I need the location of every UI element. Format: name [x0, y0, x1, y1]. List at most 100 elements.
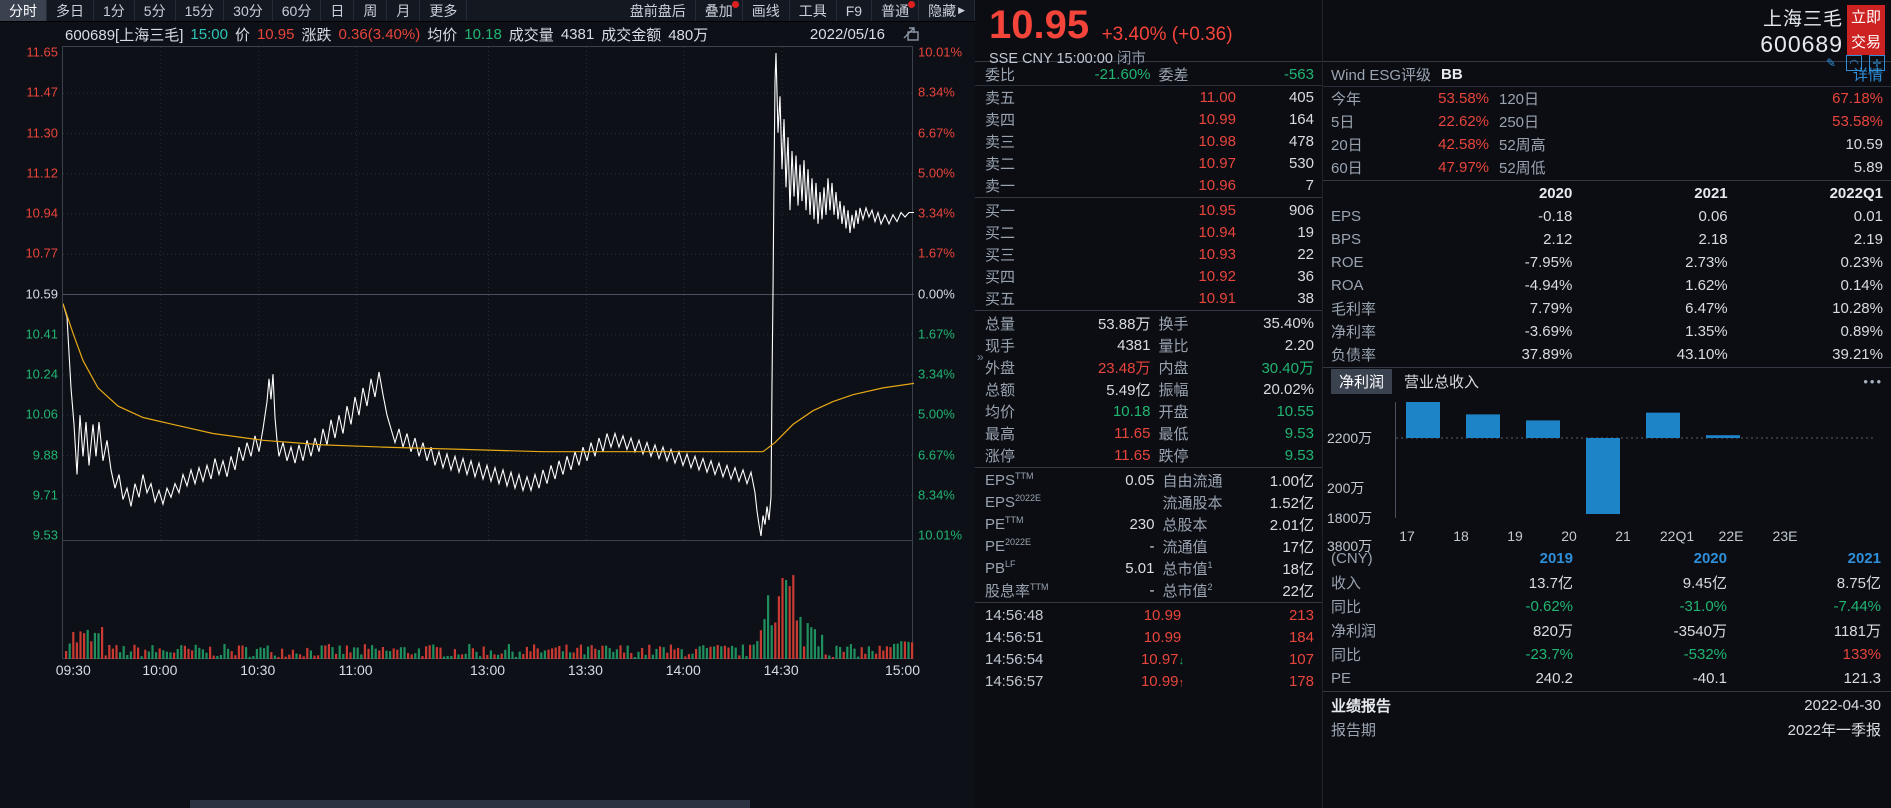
- ask-row[interactable]: 卖二 10.97 530: [975, 152, 1322, 174]
- intraday-volume-chart[interactable]: 3.31万3.31万2.21万2.21万1.10万1.10万: [0, 541, 975, 659]
- ask-row[interactable]: 卖五 11.00 405: [975, 86, 1322, 108]
- toolbar-item-label: 普通: [881, 2, 910, 19]
- toolbar-item-1分[interactable]: 1分: [94, 0, 135, 21]
- fin-row-value: -3.69%: [1524, 323, 1573, 340]
- bid-row[interactable]: 买五 10.91 38: [975, 287, 1322, 309]
- ask-row[interactable]: 卖四 10.99 164: [975, 108, 1322, 130]
- stat-label-1: 总额: [985, 381, 1016, 399]
- valuation-label-1: EPSTTM: [985, 471, 1071, 489]
- toolbar-item-日[interactable]: 日: [321, 0, 355, 21]
- income-row: 同比 -0.62% -31.0% -7.44%: [1323, 594, 1891, 618]
- stat-row: 涨停 11.65 跌停 9.53: [975, 444, 1322, 466]
- esg-period-label-1: 60日: [1331, 160, 1363, 177]
- volume-plot-area[interactable]: [62, 541, 914, 659]
- price-plot-area[interactable]: [62, 46, 915, 542]
- toolbar-item-叠加[interactable]: 叠加: [696, 0, 743, 21]
- fin-row-value: -7.95%: [1524, 254, 1573, 271]
- toolbar-item-F9[interactable]: F9: [837, 0, 873, 21]
- horizontal-scrollbar[interactable]: [190, 800, 750, 808]
- tick-row[interactable]: 14:56:51 10.99 184: [975, 626, 1322, 648]
- ask-row[interactable]: 卖三 10.98 478: [975, 130, 1322, 152]
- toolbar-item-多日[interactable]: 多日: [47, 0, 94, 21]
- valuation-label-1: PE2022E: [985, 537, 1071, 555]
- stat-value-2: 20.02%: [1263, 380, 1314, 398]
- tick-row[interactable]: 14:56:54 10.97↓ 107: [975, 648, 1322, 670]
- report-period-label: 报告期: [1331, 721, 1377, 739]
- toolbar-item-5分[interactable]: 5分: [135, 0, 176, 21]
- toolbar-item-周[interactable]: 周: [354, 0, 388, 21]
- report-period-value: 2022年一季报: [1787, 721, 1881, 739]
- financial-ratios-table: 2020 2021 2022Q1 EPS -0.18 0.06 0.01 BPS 2.12 2.1…: [1323, 182, 1891, 366]
- time-axis-label: 14:00: [665, 662, 701, 678]
- quote-volume-label: 成交量: [508, 26, 554, 44]
- order-ratio-label: 委比: [985, 66, 1016, 84]
- time-axis-label: 09:30: [55, 662, 91, 678]
- stock-name: 上海三毛: [1762, 9, 1843, 30]
- toolbar-item-更多[interactable]: 更多: [420, 0, 468, 21]
- toolbar-item-分时[interactable]: 分时: [0, 0, 47, 21]
- toolbar-item-工具[interactable]: 工具: [790, 0, 837, 21]
- more-options-icon[interactable]: •••: [1863, 374, 1883, 389]
- bid-row[interactable]: 买二 10.94 19: [975, 221, 1322, 243]
- collapse-chevron-icon[interactable]: »: [977, 350, 984, 364]
- toolbar-item-隐藏[interactable]: 隐藏 ▶: [919, 0, 975, 21]
- tick-row[interactable]: 14:56:57 10.99↑ 178: [975, 670, 1322, 692]
- stat-label-2: 量比: [1158, 337, 1189, 355]
- tick-row[interactable]: 14:56:48 10.99 213: [975, 604, 1322, 626]
- mini-chart-x-label: 20: [1561, 528, 1577, 544]
- esg-detail-link[interactable]: 详情: [1852, 67, 1883, 84]
- toolbar-item-月[interactable]: 月: [387, 0, 421, 21]
- level-label: 买二: [985, 224, 1016, 242]
- esg-period-row: 5日 22.62% 250日 53.58%: [1323, 110, 1891, 133]
- edit-pencil-icon[interactable]: ✎: [1825, 56, 1837, 70]
- fin-row-value: 39.21%: [1832, 346, 1883, 363]
- income-row-value: 820万: [1532, 622, 1573, 640]
- bid-row[interactable]: 买四 10.92 36: [975, 265, 1322, 287]
- toolbar-item-30分[interactable]: 30分: [224, 0, 273, 21]
- valuation-metric-name: EPS: [985, 472, 1016, 489]
- ask-row[interactable]: 卖一 10.96 7: [975, 174, 1322, 196]
- income-row-value: -23.7%: [1525, 645, 1573, 663]
- stat-label-2: 换手: [1158, 315, 1189, 333]
- add-plus-icon[interactable]: ✛: [1869, 55, 1885, 71]
- toolbar-item-普通[interactable]: 普通: [872, 0, 920, 21]
- toolbar-item-60分[interactable]: 60分: [273, 0, 322, 21]
- toolbar-item-15分[interactable]: 15分: [176, 0, 225, 21]
- net-profit-bar-chart[interactable]: 2200万 200万 1800万 3800万 17 18 19 20 21 22Q1 22E 23E: [1323, 392, 1891, 554]
- valuation-label-2: 流通值: [1163, 536, 1231, 557]
- report-row[interactable]: 业绩报告 2022-04-30: [1323, 693, 1891, 717]
- quote-amount-label: 成交金额: [601, 26, 662, 44]
- valuation-label-2: 总市值2: [1163, 580, 1231, 601]
- price-axis-label: 10.77: [25, 245, 58, 261]
- valuation-value-1: 230: [1129, 515, 1155, 533]
- income-row-value: -0.62%: [1525, 597, 1573, 615]
- trade-now-button[interactable]: 立即 交易: [1847, 5, 1885, 55]
- mini-chart-tab-营业总收入[interactable]: 营业总收入: [1404, 374, 1480, 391]
- toolbar-item-label: 工具: [798, 2, 827, 19]
- tick-time: 14:56:48: [985, 606, 1044, 624]
- toolbar-item-盘前盘后[interactable]: 盘前盘后: [621, 0, 696, 21]
- valuation-metric-sup-2: 2: [1207, 581, 1213, 592]
- price-axis-label: 11.65: [26, 44, 58, 60]
- mini-chart-tab-净利润[interactable]: 净利润: [1331, 369, 1393, 394]
- panel-action-icons: ✎ ◠ ✛: [1823, 55, 1885, 71]
- percent-axis-label: 8.34%: [918, 84, 955, 100]
- fin-table-row: 净利率 -3.69% 1.35% 0.89%: [1323, 320, 1891, 343]
- tick-time: 14:56:57: [985, 672, 1044, 690]
- bid-row[interactable]: 买一 10.95 906: [975, 199, 1322, 221]
- intraday-price-chart[interactable]: 11.65 11.47 11.30 11.12 10.94 10.77 10.59 10.41…: [0, 44, 975, 543]
- tick-price: 10.99: [1081, 607, 1244, 624]
- level-price: 11.00: [1199, 88, 1236, 106]
- mini-chart-y-label: 1800万: [1327, 510, 1373, 526]
- expand-icon[interactable]: [901, 25, 919, 45]
- tick-volume: 178: [1288, 672, 1314, 690]
- chevron-right-icon: ▶: [958, 5, 965, 15]
- tick-price-value: 10.99: [1143, 628, 1182, 646]
- stat-label-1: 最高: [985, 425, 1016, 443]
- mini-chart-tabs[interactable]: 净利润 营业总收入 •••: [1323, 369, 1891, 394]
- alert-bell-icon[interactable]: ◠: [1846, 55, 1862, 71]
- tick-feed[interactable]: 14:56:48 10.99 213 14:56:51 10.99 184 14:56:54…: [975, 604, 1322, 692]
- bid-row[interactable]: 买三 10.93 22: [975, 243, 1322, 265]
- toolbar-item-画线[interactable]: 画线: [743, 0, 790, 21]
- valuation-metric-sup-2: 1: [1207, 559, 1213, 570]
